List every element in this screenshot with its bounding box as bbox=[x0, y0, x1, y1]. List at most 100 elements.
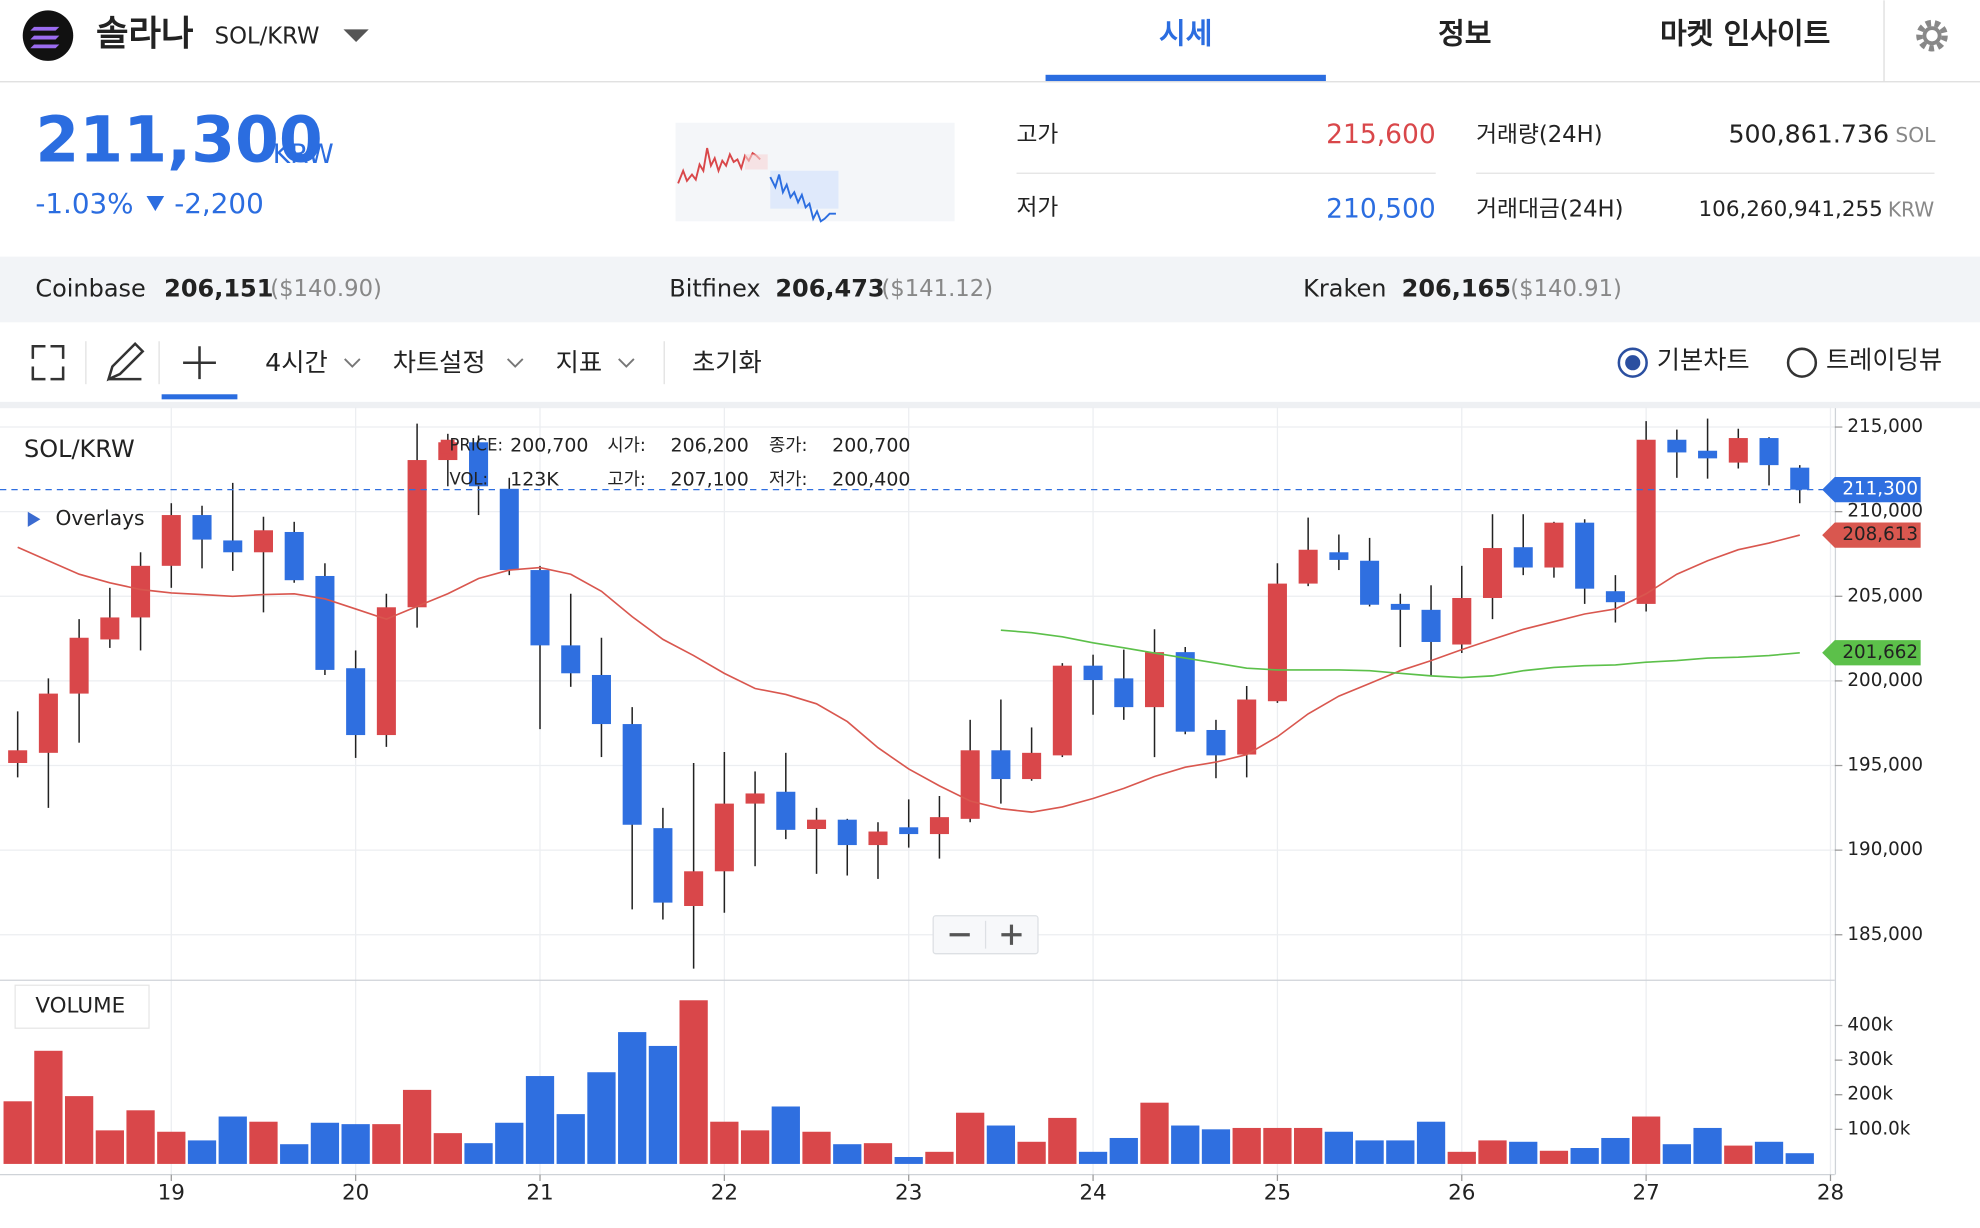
sparkline bbox=[675, 122, 955, 223]
volume-bar bbox=[1171, 1125, 1200, 1164]
volume-bar bbox=[1539, 1150, 1569, 1164]
volume-bar bbox=[956, 1112, 985, 1164]
radio[interactable] bbox=[1786, 347, 1818, 378]
x-tick-label: 23 bbox=[895, 1181, 922, 1206]
x-tick-label: 22 bbox=[711, 1181, 738, 1206]
candle-body bbox=[407, 460, 427, 608]
candle-body bbox=[1790, 467, 1810, 490]
exchange-usd: ($140.91) bbox=[1510, 276, 1622, 302]
volume-bar bbox=[464, 1143, 493, 1164]
info-box: PRICE: 200,700 VOL: 123K 시가: 206,200 고가:… bbox=[440, 435, 910, 491]
candle-body bbox=[776, 791, 796, 830]
volume-bar bbox=[402, 1089, 432, 1164]
candle-body bbox=[1298, 549, 1318, 584]
candle-body bbox=[192, 515, 212, 540]
info-color bbox=[440, 439, 455, 454]
volume-bar bbox=[1232, 1127, 1261, 1164]
candle-body bbox=[284, 531, 304, 581]
exchange-usd: ($140.90) bbox=[270, 276, 382, 302]
price-tag bbox=[1822, 477, 1921, 503]
tool-underline bbox=[161, 394, 238, 400]
x-tick-label: 26 bbox=[1448, 1181, 1475, 1206]
draw-icon[interactable] bbox=[106, 341, 145, 382]
dropdown-arrow[interactable] bbox=[343, 29, 369, 42]
x-tick-label: 25 bbox=[1264, 1181, 1291, 1206]
stat-label: 고가 bbox=[1017, 122, 1059, 148]
tab[interactable]: 정보 bbox=[1438, 17, 1491, 51]
radio-selected[interactable] bbox=[1617, 347, 1648, 378]
candle-body bbox=[868, 831, 888, 846]
candle-body bbox=[1390, 603, 1410, 610]
volume-bar bbox=[1693, 1127, 1722, 1164]
candle-body bbox=[1360, 560, 1380, 605]
overlays-label[interactable]: Overlays bbox=[56, 506, 145, 530]
coin-name: 솔라나 bbox=[96, 14, 194, 55]
volume-bar bbox=[648, 1045, 678, 1164]
candle-body bbox=[837, 819, 857, 846]
volume-bar bbox=[1140, 1102, 1169, 1164]
candle-body bbox=[807, 819, 827, 829]
info-label: 종가: bbox=[769, 435, 807, 456]
radio-label[interactable]: 기본차트 bbox=[1657, 345, 1750, 374]
exchange-usd: ($141.12) bbox=[881, 276, 993, 302]
info-value: 200,700 bbox=[510, 435, 588, 457]
volume-bar bbox=[986, 1125, 1016, 1164]
grid bbox=[0, 406, 1835, 1175]
candle-body bbox=[530, 570, 550, 646]
chart bbox=[0, 406, 1837, 1176]
info-label: 시가: bbox=[607, 435, 645, 456]
zoom-in[interactable] bbox=[1001, 924, 1022, 945]
volume-bar bbox=[1078, 1151, 1108, 1164]
volume-bar bbox=[218, 1116, 247, 1164]
candle-body bbox=[69, 637, 89, 694]
settings-gear[interactable] bbox=[1916, 19, 1948, 52]
candle-body bbox=[1575, 522, 1595, 589]
candle-body bbox=[1544, 522, 1564, 568]
candle-body bbox=[1452, 597, 1472, 645]
tab[interactable]: 마켓 인사이트 bbox=[1660, 17, 1830, 51]
candle-body bbox=[899, 827, 919, 835]
fullscreen-icon[interactable] bbox=[31, 345, 65, 381]
volume-bar bbox=[863, 1143, 893, 1164]
toolbar-button[interactable]: 초기화 bbox=[692, 348, 762, 377]
x-tick-label: 27 bbox=[1632, 1181, 1659, 1206]
volume-bar bbox=[3, 1101, 32, 1164]
candle-body bbox=[714, 803, 734, 872]
volume-bar bbox=[1447, 1151, 1476, 1164]
toolbar-button[interactable]: 지표 bbox=[556, 348, 602, 377]
volume-bar bbox=[157, 1131, 186, 1164]
candle-body bbox=[591, 674, 611, 725]
info-value: 200,400 bbox=[832, 469, 910, 491]
volume-bar bbox=[894, 1157, 923, 1164]
candle-body bbox=[1083, 665, 1103, 681]
moving-average bbox=[1000, 629, 1800, 679]
current-price: 211,300 bbox=[35, 102, 323, 176]
volume-bar bbox=[310, 1122, 340, 1164]
candle-body bbox=[1667, 439, 1687, 453]
stat-value: 215,600 bbox=[1326, 119, 1436, 150]
crosshair-icon[interactable] bbox=[183, 346, 216, 380]
y-tick-label: 205,000 bbox=[1847, 585, 1923, 606]
volume-title-box bbox=[14, 984, 150, 1029]
exchange-bar bbox=[0, 256, 1980, 323]
y-tick-label: 195,000 bbox=[1847, 755, 1923, 776]
candle-body bbox=[991, 750, 1011, 780]
candle-body bbox=[1114, 678, 1134, 708]
overlay-arrow[interactable] bbox=[27, 511, 41, 527]
candle-body bbox=[253, 530, 273, 553]
change-pct: -1.03% bbox=[35, 187, 133, 220]
radio-label[interactable]: 트레이딩뷰 bbox=[1826, 345, 1942, 374]
info-label: VOL: bbox=[450, 470, 489, 489]
volume-bar bbox=[679, 1000, 708, 1164]
volume-bar bbox=[525, 1076, 555, 1164]
stat-label: 거래량(24H) bbox=[1476, 122, 1602, 148]
toolbar-button[interactable]: 4시간 bbox=[265, 348, 328, 377]
volume-bar bbox=[1601, 1137, 1630, 1164]
toolbar-button[interactable]: 차트설정 bbox=[393, 348, 486, 377]
y-tick-label: 210,000 bbox=[1847, 501, 1923, 522]
volume-bar bbox=[64, 1096, 94, 1164]
info-label: 저가: bbox=[769, 469, 807, 490]
tab[interactable]: 시세 bbox=[1159, 17, 1212, 51]
candle-body bbox=[376, 607, 396, 736]
